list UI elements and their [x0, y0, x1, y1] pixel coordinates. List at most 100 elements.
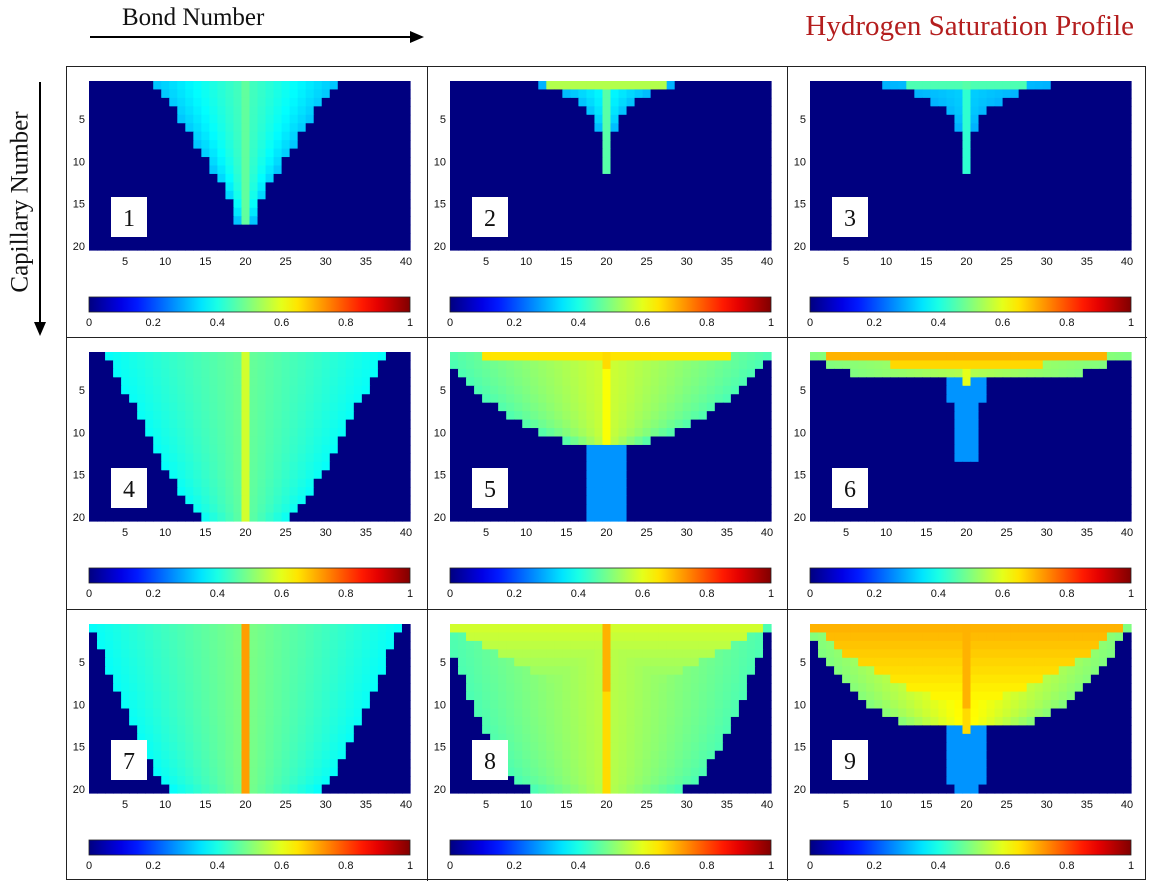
heatmap-cell	[337, 487, 347, 497]
heatmap-cell	[377, 495, 387, 505]
heatmap-cell	[1098, 157, 1108, 167]
y-tick-label: 20	[434, 512, 446, 524]
heatmap-cell	[722, 394, 732, 404]
heatmap-cell	[458, 140, 467, 150]
heatmap-cell	[345, 97, 355, 107]
heatmap-cell	[281, 140, 291, 150]
heatmap-cell	[546, 512, 555, 522]
heatmap-cell	[1018, 114, 1028, 124]
heatmap-cell	[546, 224, 555, 234]
heatmap-cell	[369, 173, 379, 183]
heatmap-cell	[361, 504, 371, 514]
heatmap-cell	[626, 199, 636, 209]
heatmap-cell	[514, 453, 523, 463]
heatmap-cell	[289, 368, 299, 378]
heatmap-cell	[177, 224, 186, 234]
heatmap-cell	[1114, 233, 1124, 243]
heatmap-cell	[946, 478, 956, 488]
heatmap-cell	[377, 173, 387, 183]
heatmap-cell	[738, 173, 748, 183]
heatmap-cell	[874, 352, 883, 362]
heatmap-cell	[1010, 233, 1020, 243]
heatmap-cell	[930, 114, 940, 124]
heatmap-cell	[762, 385, 772, 395]
heatmap-cell	[345, 377, 355, 387]
heatmap-cell	[994, 81, 1004, 91]
heatmap-cell	[385, 148, 395, 158]
heatmap-cell	[690, 140, 700, 150]
heatmap-cell	[313, 428, 323, 438]
heatmap-cell	[233, 233, 243, 243]
heatmap-cell	[225, 199, 235, 209]
heatmap-cell	[329, 148, 339, 158]
heatmap-cell	[249, 385, 259, 395]
heatmap-cell	[922, 419, 931, 429]
heatmap-cell	[810, 512, 819, 522]
heatmap-cell	[273, 182, 283, 192]
heatmap-cell	[209, 123, 219, 133]
heatmap-cell	[369, 190, 379, 200]
heatmap-cell	[730, 131, 740, 141]
heatmap-cell	[1106, 114, 1116, 124]
heatmap-cell	[826, 444, 835, 454]
heatmap-cell	[914, 368, 923, 378]
heatmap-cell	[898, 428, 907, 438]
heatmap-cell	[538, 165, 547, 175]
heatmap-cell	[554, 419, 563, 429]
heatmap-cell	[1098, 207, 1108, 217]
heatmap-cell	[570, 97, 580, 107]
heatmap-cell	[946, 148, 956, 158]
heatmap-cell	[321, 352, 331, 362]
heatmap-cell	[1026, 411, 1036, 421]
heatmap-cell	[233, 114, 243, 124]
heatmap-cell	[225, 402, 235, 412]
heatmap-cell	[97, 89, 106, 99]
heatmap-cell	[898, 461, 907, 471]
heatmap-cell	[385, 352, 395, 362]
heatmap-cell	[257, 81, 267, 91]
heatmap-cell	[1018, 148, 1028, 158]
heatmap-cell	[642, 173, 652, 183]
heatmap-cell	[1050, 216, 1060, 226]
heatmap-cell	[954, 106, 964, 116]
colorbar-tick-label: 0.8	[1059, 588, 1074, 600]
heatmap-cell	[353, 106, 363, 116]
heatmap-cell	[890, 190, 899, 200]
heatmap-cell	[618, 216, 628, 226]
heatmap-cell	[1042, 394, 1052, 404]
heatmap-cell	[177, 394, 186, 404]
heatmap-cell	[554, 453, 563, 463]
heatmap-cell	[121, 368, 130, 378]
heatmap-cell	[113, 165, 122, 175]
heatmap-cell	[898, 106, 907, 116]
heatmap-cell	[866, 495, 875, 505]
heatmap-cell	[329, 131, 339, 141]
heatmap-cell	[538, 402, 547, 412]
heatmap-cell	[273, 360, 283, 370]
heatmap-cell	[345, 436, 355, 446]
heatmap-cell	[1002, 428, 1012, 438]
heatmap-cell	[153, 368, 162, 378]
heatmap-cell	[305, 419, 315, 429]
heatmap-cell	[97, 624, 106, 634]
heatmap-cell	[1042, 97, 1052, 107]
heatmap-cell	[690, 436, 700, 446]
heatmap-cell	[706, 419, 716, 429]
heatmap-cell	[506, 385, 515, 395]
heatmap-cell	[714, 89, 724, 99]
x-tick-label: 5	[483, 527, 489, 539]
heatmap-cell	[626, 89, 636, 99]
heatmap-cell	[738, 207, 748, 217]
heatmap-cell	[658, 123, 668, 133]
heatmap-cell	[329, 233, 339, 243]
heatmap-cell	[490, 385, 499, 395]
heatmap-cell	[506, 360, 515, 370]
heatmap-cell	[658, 224, 668, 234]
heatmap-cell	[970, 436, 980, 446]
heatmap-cell	[1010, 114, 1020, 124]
heatmap-cell	[626, 360, 636, 370]
heatmap-cell	[361, 114, 371, 124]
heatmap-cell	[1026, 504, 1036, 514]
heatmap-cell	[754, 241, 764, 251]
heatmap-cell	[594, 368, 604, 378]
